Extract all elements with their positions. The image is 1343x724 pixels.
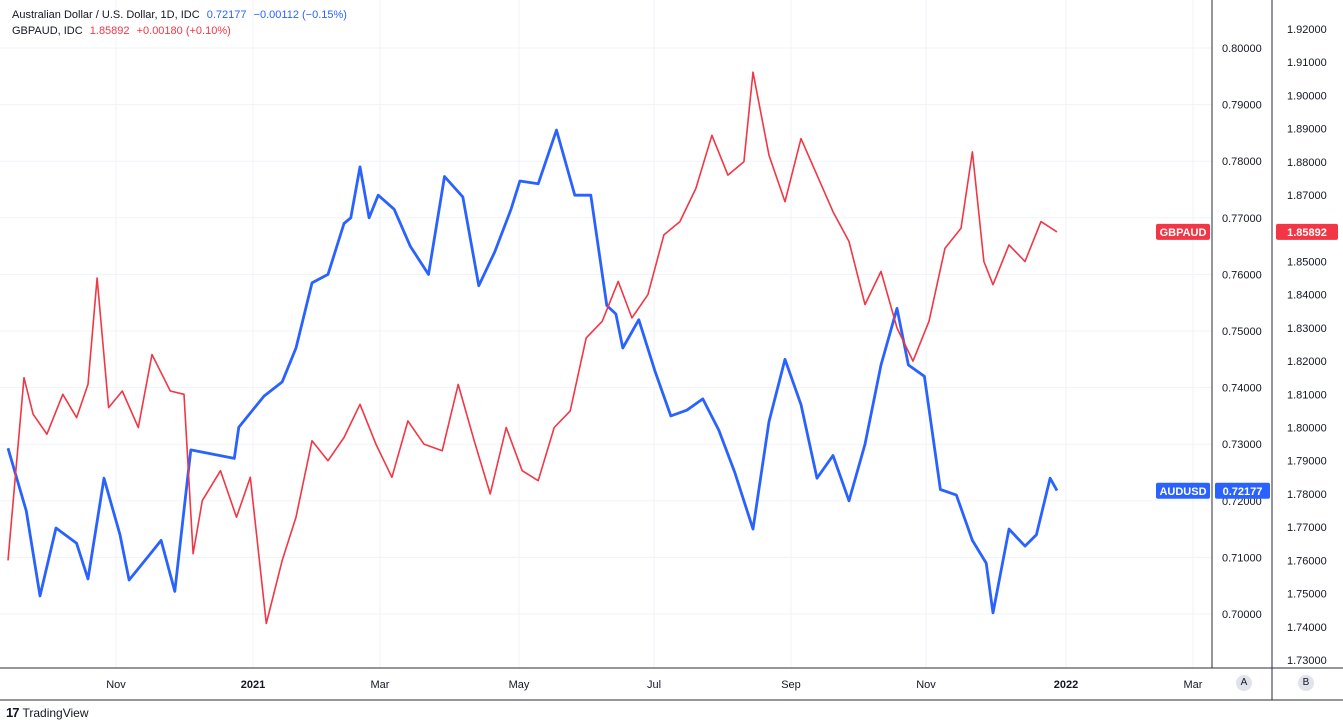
y-tick-label-gbpaud: 1.84000 xyxy=(1287,290,1327,302)
legend-audusd-name: Australian Dollar / U.S. Dollar, 1D, IDC xyxy=(12,9,200,21)
series-layer xyxy=(6,71,1059,625)
y-tick-label-gbpaud: 1.82000 xyxy=(1287,356,1327,368)
svg-text:1.85892: 1.85892 xyxy=(1287,227,1327,239)
legend-gbpaud-value: 1.85892 xyxy=(89,25,130,37)
y-tick-label-gbpaud: 1.79000 xyxy=(1287,456,1327,468)
price-tag-audusd: AUDUSD xyxy=(1156,482,1210,499)
y-tick-label-gbpaud: 1.89000 xyxy=(1287,124,1327,136)
x-tick-label: 2022 xyxy=(1054,679,1078,691)
y-tick-label-gbpaud: 1.78000 xyxy=(1287,489,1327,501)
y-tick-label-audusd: 0.77000 xyxy=(1222,213,1262,225)
y-tick-label-gbpaud: 1.80000 xyxy=(1287,423,1327,435)
tradingview-logo-text: TradingView xyxy=(22,705,89,720)
legend-audusd-value: 0.72177 xyxy=(206,9,247,21)
y-tick-label-gbpaud: 1.91000 xyxy=(1287,57,1327,69)
y-tick-label-gbpaud: 1.85000 xyxy=(1287,256,1327,268)
x-tick-label: Mar xyxy=(1184,679,1203,691)
y-tick-label-gbpaud: 1.76000 xyxy=(1287,555,1327,567)
svg-text:0.72177: 0.72177 xyxy=(1223,486,1263,498)
scale-b-button[interactable]: B xyxy=(1298,675,1314,691)
x-tick-label: May xyxy=(509,679,530,691)
price-tag-gbpaud: 1.85892 xyxy=(1276,223,1338,240)
y-tick-label-audusd: 0.74000 xyxy=(1222,383,1262,395)
x-tick-label: 2021 xyxy=(241,679,265,691)
y-tick-label-audusd: 0.75000 xyxy=(1222,326,1262,338)
series-line-gbpaud[interactable] xyxy=(7,71,1058,625)
y-tick-label-gbpaud: 1.87000 xyxy=(1287,190,1327,202)
y-tick-label-gbpaud: 1.88000 xyxy=(1287,157,1327,169)
x-tick-label: Nov xyxy=(106,679,126,691)
y-tick-label-audusd: 0.76000 xyxy=(1222,269,1262,281)
y-tick-label-audusd: 0.70000 xyxy=(1222,609,1262,621)
tag-layer: AUDUSD 0.72177 GBPAUD 1.85892 xyxy=(1156,223,1338,499)
legend-audusd-change: −0.00112 (−0.15%) xyxy=(253,9,347,21)
x-tick-label: Nov xyxy=(916,679,936,691)
y-tick-label-gbpaud: 1.90000 xyxy=(1287,90,1327,102)
legend-gbpaud[interactable]: GBPAUD, IDC 1.85892 +0.00180 (+0.10%) xyxy=(12,24,231,38)
tradingview-logo[interactable]: 17 TradingView xyxy=(6,705,89,720)
x-tick-label: Mar xyxy=(371,679,390,691)
y-tick-label-audusd: 0.72000 xyxy=(1222,496,1262,508)
y-tick-label-audusd: 0.79000 xyxy=(1222,100,1262,112)
y-tick-label-gbpaud: 1.83000 xyxy=(1287,323,1327,335)
x-tick-label: Jul xyxy=(647,679,661,691)
y-tick-label-gbpaud: 1.81000 xyxy=(1287,389,1327,401)
axis-layer: 0.80000 0.79000 0.78000 0.77000 0.76000 0.750… xyxy=(0,0,1343,701)
y-tick-label-gbpaud: 1.77000 xyxy=(1287,522,1327,534)
y-tick-label-audusd: 0.71000 xyxy=(1222,552,1262,564)
legend-audusd[interactable]: Australian Dollar / U.S. Dollar, 1D, IDC… xyxy=(12,8,347,22)
legend-gbpaud-change: +0.00180 (+0.10%) xyxy=(136,25,231,37)
price-tag-gbpaud: GBPAUD xyxy=(1156,223,1210,240)
y-tick-label-audusd: 0.73000 xyxy=(1222,439,1262,451)
series-line-audusd[interactable] xyxy=(6,128,1059,615)
y-tick-label-audusd: 0.78000 xyxy=(1222,156,1262,168)
svg-text:GBPAUD: GBPAUD xyxy=(1160,227,1207,239)
y-tick-label-audusd: 0.80000 xyxy=(1222,43,1262,55)
y-tick-label-gbpaud: 1.92000 xyxy=(1287,24,1327,36)
x-tick-label: Sep xyxy=(781,679,801,691)
grid-layer xyxy=(0,0,1212,668)
y-tick-label-gbpaud: 1.75000 xyxy=(1287,589,1327,601)
price-tag-audusd: 0.72177 xyxy=(1215,482,1270,499)
scale-a-button[interactable]: A xyxy=(1236,675,1252,691)
y-tick-label-gbpaud: 1.73000 xyxy=(1287,655,1327,667)
legend-gbpaud-name: GBPAUD, IDC xyxy=(12,25,83,37)
y-tick-label-gbpaud: 1.74000 xyxy=(1287,622,1327,634)
svg-text:AUDUSD: AUDUSD xyxy=(1159,486,1206,498)
tradingview-logo-icon: 17 xyxy=(6,705,20,720)
